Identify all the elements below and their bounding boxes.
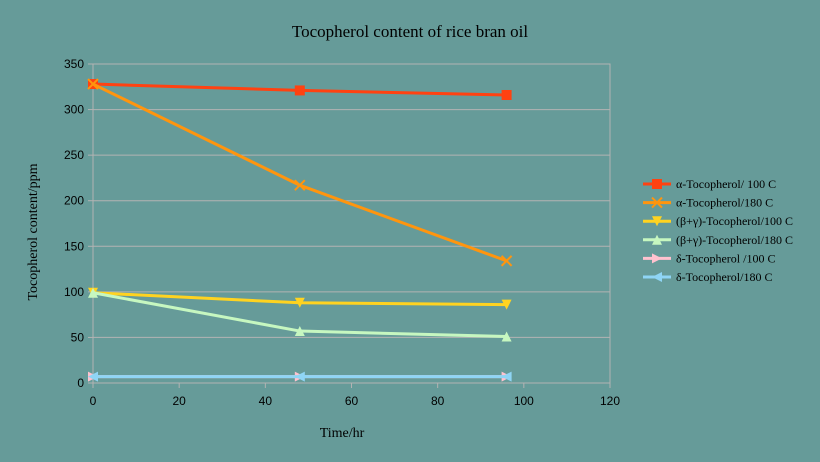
legend-label: δ-Tocopherol/180 C: [676, 270, 772, 284]
legend-label: δ-Tocopherol /100 C: [676, 251, 775, 265]
axes: 0 50 100 150 200 250 300 350 0 20 40 60 80 100 120: [64, 57, 620, 408]
data-point: [500, 255, 513, 267]
series-5: [88, 371, 512, 382]
legend-entry-1: α-Tocopherol/180 C: [643, 196, 773, 210]
x-tick-label: 20: [172, 394, 186, 408]
gridlines: [92, 63, 611, 384]
series-2: [88, 287, 512, 310]
y-tick-label: 50: [71, 330, 85, 344]
x-tick-label: 40: [259, 394, 273, 408]
legend-label: α-Tocopherol/ 100 C: [676, 177, 776, 191]
plot-area-frame: [92, 63, 611, 384]
legend: α-Tocopherol/ 100 C α-Tocopherol/180 C (β+…: [643, 177, 793, 284]
x-tick-label: 0: [90, 394, 97, 408]
y-tick-label: 150: [64, 239, 84, 253]
legend-entry-3: (β+γ)-Tocopherol/180 C: [643, 233, 793, 247]
data-point: [88, 371, 98, 382]
data-point: [294, 85, 305, 96]
legend-swatch-marker: [652, 253, 662, 264]
legend-label: (β+γ)-Tocopherol/180 C: [676, 233, 793, 247]
y-tick-label: 300: [64, 103, 84, 117]
y-tick-label: 0: [77, 376, 84, 390]
legend-label: (β+γ)-Tocopherol/100 C: [676, 214, 793, 228]
y-tick-label: 250: [64, 148, 84, 162]
series-3: [88, 287, 512, 342]
data-point: [87, 78, 99, 90]
legend-entry-0: α-Tocopherol/ 100 C: [643, 177, 776, 191]
x-axis-title: Time/hr: [320, 426, 365, 441]
data-point: [501, 371, 512, 382]
legend-entry-5: δ-Tocopherol/180 C: [643, 270, 772, 284]
data-point: [501, 331, 512, 342]
series-group: [87, 78, 513, 382]
series-1: [87, 78, 513, 267]
series-0: [88, 79, 512, 100]
x-tick-label: 60: [345, 394, 359, 408]
x-tick-label: 80: [431, 394, 445, 408]
y-axis-title: Tocopherol content/ppm: [26, 163, 41, 300]
legend-swatch-marker: [652, 272, 662, 282]
y-tick-label: 200: [64, 194, 84, 208]
y-tick-label: 350: [64, 57, 84, 71]
legend-label: α-Tocopherol/180 C: [676, 196, 773, 210]
x-tick-label: 120: [600, 394, 620, 408]
legend-swatch-marker: [652, 179, 662, 189]
data-point: [294, 326, 305, 337]
data-point: [501, 299, 512, 310]
y-tick-label: 100: [64, 285, 84, 299]
series-line: [92, 82, 508, 263]
legend-swatch-marker: [652, 216, 662, 227]
data-point: [501, 89, 512, 100]
legend-swatch-marker: [652, 234, 662, 245]
legend-entry-4: δ-Tocopherol /100 C: [643, 251, 775, 265]
data-point: [294, 371, 305, 382]
chart-title: Tocopherol content of rice bran oil: [292, 22, 529, 41]
legend-swatch-marker: [651, 196, 663, 209]
x-tick-label: 100: [514, 394, 534, 408]
legend-entry-2: (β+γ)-Tocopherol/100 C: [643, 214, 793, 228]
data-point: [88, 287, 98, 298]
data-point: [294, 297, 305, 308]
data-point: [294, 179, 306, 191]
